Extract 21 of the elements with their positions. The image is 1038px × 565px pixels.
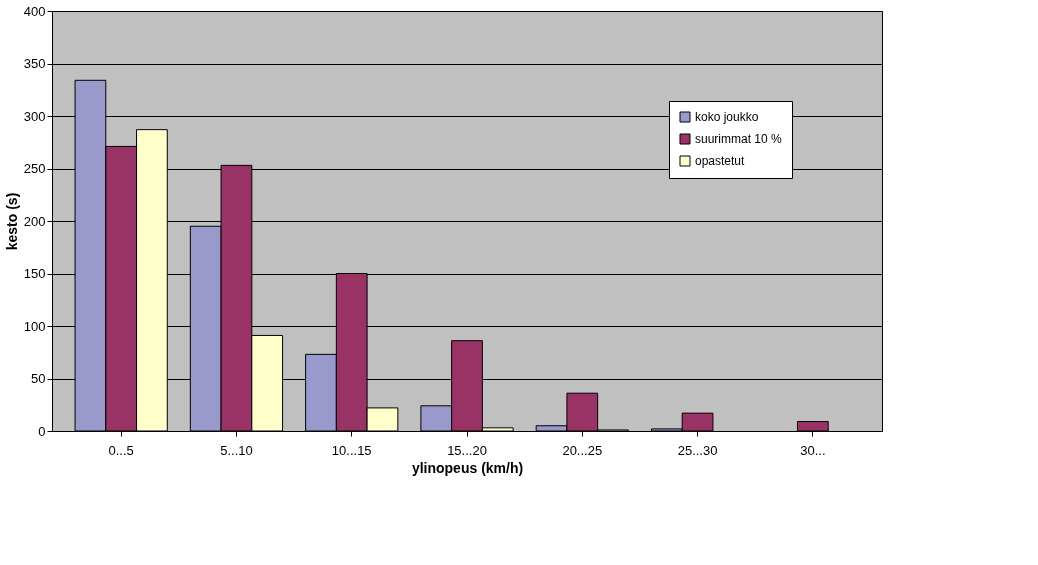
y-tick-label: 0 — [38, 423, 46, 439]
x-tick-label: 25...30 — [677, 442, 718, 458]
x-tick-label: 20...25 — [562, 442, 603, 458]
y-tick-label: 100 — [23, 318, 46, 334]
x-tick-label: 30... — [800, 442, 826, 458]
y-tick-label: 50 — [31, 371, 46, 386]
x-tick-label: 0...5 — [108, 442, 134, 458]
legend-label: opastetut — [695, 154, 746, 168]
y-tick-label: 400 — [23, 3, 46, 19]
y-tick-label: 150 — [23, 266, 46, 281]
x-tick-label: 5...10 — [220, 442, 253, 458]
x-axis-title: ylinopeus (km/h) — [411, 459, 524, 476]
y-tick-label: 300 — [23, 108, 46, 124]
legend-label: koko joukko — [695, 110, 759, 124]
x-tick-label: 10...15 — [331, 442, 372, 458]
y-tick-label: 350 — [23, 56, 46, 71]
legend-label: suurimmat 10 % — [695, 132, 783, 146]
y-tick-label: 200 — [23, 213, 46, 229]
y-tick-label: 250 — [23, 161, 46, 176]
y-axis-title: kesto (s) — [3, 192, 20, 251]
x-tick-label: 15...20 — [447, 442, 487, 458]
